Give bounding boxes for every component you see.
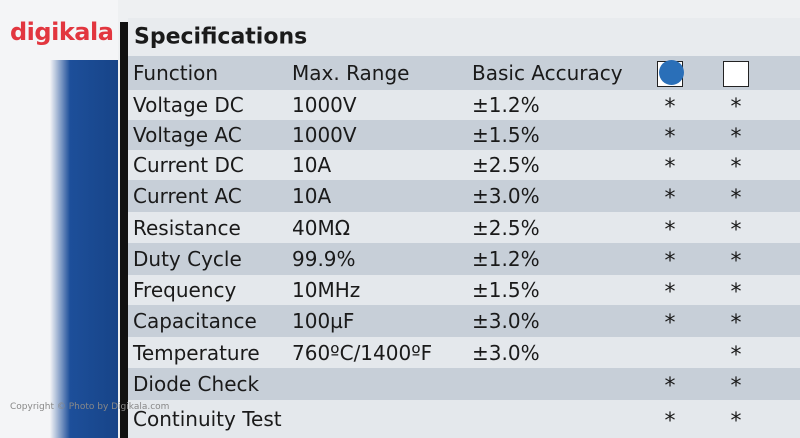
table-row: Continuity Test * * [128,400,800,438]
logo-area [0,0,118,60]
mark-cell: * [730,342,742,368]
mark-cell: * [664,155,676,180]
table-row: Diode Check * * [128,368,800,400]
table-row: Voltage DC 1000V ±1.2% * * [128,90,800,120]
icon-box [657,60,684,87]
table-cell: Current AC [133,184,242,208]
table-row: Resistance 40MΩ ±2.5% * * [128,212,800,243]
table-cell: ±3.0% [472,184,540,208]
table-cell: ±1.2% [472,247,540,271]
mark-cell: * [664,186,676,211]
copyright: Copyright © Photo by Digikala.com [10,402,170,412]
table-cell: ±1.2% [472,93,540,117]
table-cell: 99.9% [292,247,356,271]
table-row: Current DC 10A ±2.5% * * [128,150,800,180]
table-cell: ±1.5% [472,123,540,147]
table-row: Voltage AC 1000V ±1.5% * * [128,120,800,150]
mark-cell: * [730,311,742,336]
table-cell: Diode Check [133,372,260,396]
header-cell: Max. Range [292,61,410,85]
mark-cell: * [730,249,742,274]
table-cell: 10A [292,153,332,177]
table-cell: Voltage DC [133,93,244,117]
mark-cell: * [730,95,742,120]
table-cell: 40MΩ [292,215,350,240]
mark-cell: * [664,95,676,120]
mark-cell: * [664,280,676,305]
blue-band [0,0,118,438]
table-cell: Voltage AC [133,123,242,147]
table-cell: 10A [292,184,332,208]
header-row: Function Max. Range Basic Accuracy [128,56,800,90]
table-cell: Temperature [133,340,260,365]
table-cell: 1000V [292,123,357,147]
table-row: Duty Cycle 99.9% ±1.2% * * [128,243,800,275]
table-cell: ±1.5% [472,278,540,302]
table-row: Temperature 760ºC/1400ºF ±3.0% * [128,337,800,368]
mark-cell: * [730,217,742,243]
blue-dot [659,60,684,85]
header-cell: Basic Accuracy [472,61,623,85]
mark-cell: * [664,311,676,336]
mark-cell: * [664,374,676,399]
mark-cell: * [730,280,742,305]
table-cell: Current DC [133,153,244,177]
title-row: Specifications [128,18,800,56]
table-row: Frequency 10MHz ±1.5% * * [128,275,800,305]
table-cell: 1000V [292,93,357,117]
mark-cell: * [664,217,676,243]
mark-cell: * [730,155,742,180]
mark-cell: * [730,374,742,399]
table-cell: 100µF [292,309,355,333]
table-cell: Capacitance [133,309,257,333]
mark-cell: * [730,409,742,434]
mark-cell: * [664,125,676,150]
table-row: Capacitance 100µF ±3.0% * * [128,305,800,337]
table-cell: Resistance [133,215,241,240]
table-cell: 760ºC/1400ºF [292,340,433,365]
icon-box [723,61,749,87]
table-cell: Frequency [133,278,237,302]
mark-cell: * [730,125,742,150]
black-bar [120,22,128,438]
mark-cell: * [730,186,742,211]
table-cell: Continuity Test [133,407,282,431]
header-cell: Function [133,61,219,85]
mark-cell: * [664,249,676,274]
table-cell: 10MHz [292,278,361,302]
table-title: Specifications [134,24,308,50]
table-cell: ±2.5% [472,153,540,177]
logo: digikala [10,18,114,46]
table-cell: ±3.0% [472,309,540,333]
mark-cell: * [664,409,676,434]
table-row: Current AC 10A ±3.0% * * [128,180,800,212]
table-cell: Duty Cycle [133,247,242,271]
table-cell: ±2.5% [472,215,540,240]
table-cell: ±3.0% [472,340,540,365]
